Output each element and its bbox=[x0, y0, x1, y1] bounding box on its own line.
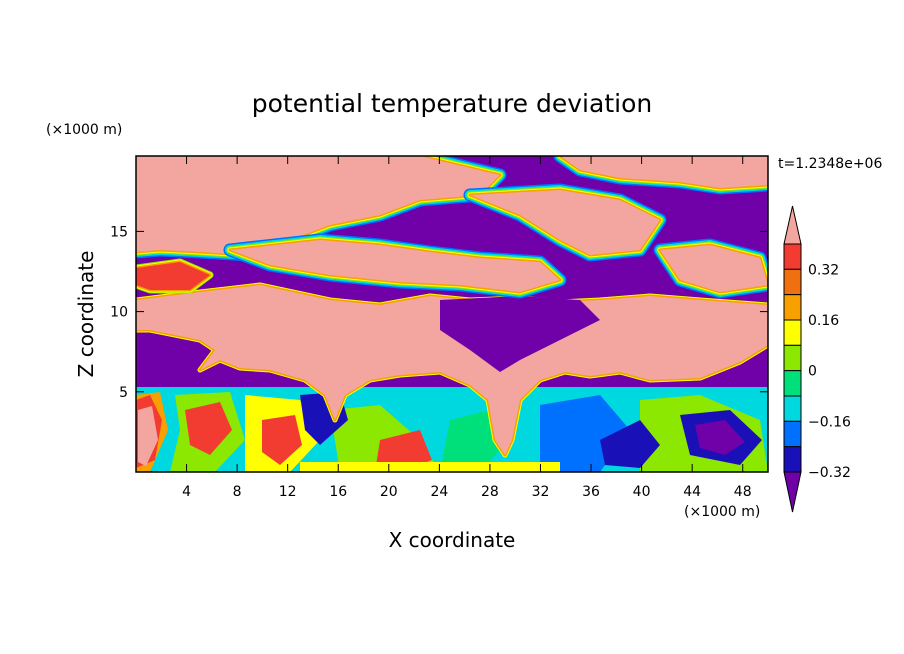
central-cold-bay bbox=[440, 296, 600, 372]
colorbar-box bbox=[783, 446, 802, 473]
warm-patch bbox=[375, 430, 432, 472]
upper-warm-band bbox=[230, 240, 560, 292]
x-tick-label: 16 bbox=[329, 484, 347, 500]
colorbar-box bbox=[783, 268, 802, 296]
central-warm-region bbox=[136, 285, 768, 455]
colorbar-label: −0.32 bbox=[808, 465, 851, 481]
x-tick-label: 40 bbox=[633, 484, 651, 500]
colorbar-box bbox=[783, 294, 802, 321]
upper-warm-left bbox=[136, 156, 500, 255]
x-tick-label: 36 bbox=[582, 484, 600, 500]
cold-core bbox=[695, 420, 745, 455]
x-tick-label: 4 bbox=[182, 484, 191, 500]
y-axis-label: Z coordinate bbox=[74, 251, 98, 378]
warm-core bbox=[138, 406, 158, 466]
colorbar-label: −0.16 bbox=[808, 414, 851, 430]
plot-frame bbox=[135, 155, 769, 473]
upper-warm-center bbox=[470, 190, 660, 255]
chart-title: potential temperature deviation bbox=[252, 89, 652, 118]
x-tick-label: 8 bbox=[233, 484, 242, 500]
x-tick-label: 44 bbox=[683, 484, 701, 500]
x-axis-ticks: 4 8 12 16 20 24 28 32 36 40 44 48 bbox=[182, 156, 752, 500]
bottom-strip bbox=[300, 462, 560, 472]
colorbar: 0.32 0.16 0 −0.16 −0.32 bbox=[783, 205, 851, 513]
x-tick-label: 28 bbox=[481, 484, 499, 500]
y-axis-ticks: 5 10 15 bbox=[110, 224, 768, 401]
upper-warm-right bbox=[560, 156, 768, 188]
x-tick-label: 20 bbox=[380, 484, 398, 500]
x-tick-label: 32 bbox=[532, 484, 550, 500]
colorbar-label: 0.32 bbox=[808, 262, 839, 278]
warm-patch bbox=[262, 415, 302, 465]
lower-patch bbox=[440, 410, 500, 472]
y-tick-label: 5 bbox=[119, 385, 128, 401]
y-unit-label: (×1000 m) bbox=[46, 122, 122, 138]
x-tick-label: 24 bbox=[430, 484, 448, 500]
y-tick-label: 10 bbox=[110, 305, 128, 321]
x-tick-label: 48 bbox=[734, 484, 752, 500]
x-tick-label: 12 bbox=[279, 484, 297, 500]
colorbar-label: 0.16 bbox=[808, 313, 839, 329]
upper-warm-edge bbox=[136, 262, 210, 290]
upper-warm-far-right bbox=[660, 245, 768, 292]
x-axis-label: X coordinate bbox=[389, 528, 516, 552]
colorbar-box bbox=[783, 319, 802, 346]
y-tick-label: 15 bbox=[110, 224, 128, 240]
colorbar-top-extend bbox=[783, 205, 802, 245]
colorbar-box bbox=[783, 243, 802, 270]
cold-patch bbox=[600, 420, 660, 468]
warm-patch bbox=[185, 402, 232, 455]
x-unit-label: (×1000 m) bbox=[684, 504, 760, 520]
colorbar-box bbox=[783, 420, 802, 448]
colorbar-bottom-extend bbox=[783, 471, 802, 513]
colorbar-box bbox=[783, 370, 802, 397]
colorbar-box bbox=[783, 395, 802, 422]
time-label: t=1.2348e+06 bbox=[778, 156, 882, 172]
contour-field bbox=[136, 156, 768, 472]
colorbar-label: 0 bbox=[808, 364, 817, 380]
colorbar-box bbox=[783, 344, 802, 372]
